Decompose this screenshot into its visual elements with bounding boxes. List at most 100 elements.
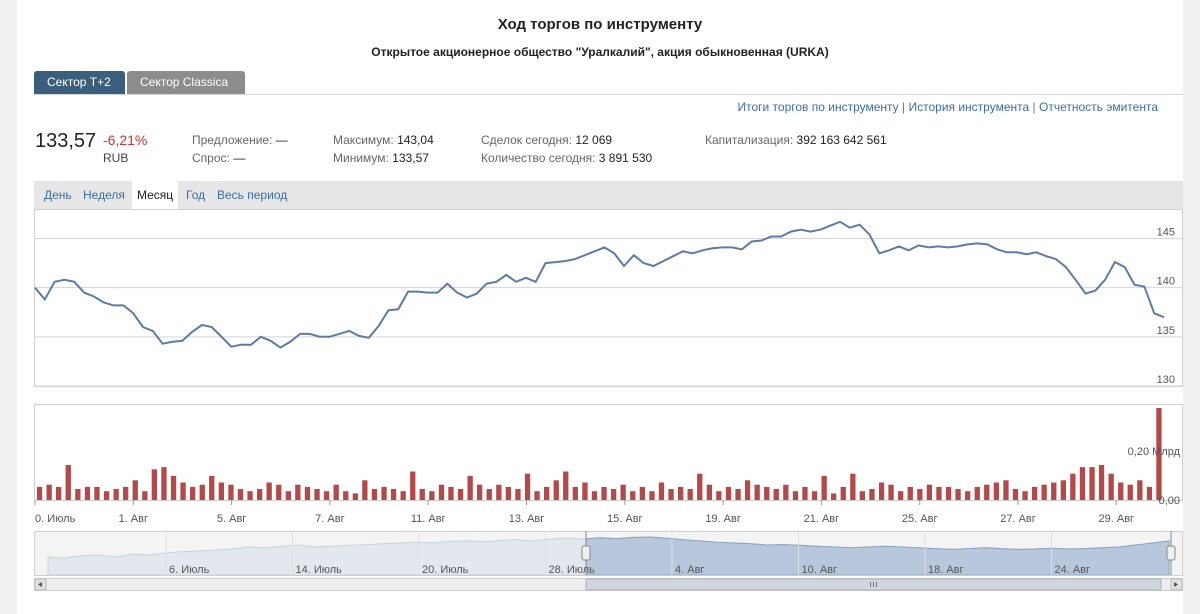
volume-bar bbox=[515, 489, 521, 500]
volume-bar bbox=[266, 482, 272, 500]
currency-label: RUB bbox=[103, 151, 129, 165]
tab-sector-t2[interactable]: Сектор Т+2 bbox=[34, 71, 125, 94]
volume-bar bbox=[410, 471, 416, 500]
volume-bar bbox=[285, 491, 291, 500]
volume-bar bbox=[180, 482, 186, 500]
link-issuer-reports[interactable]: Отчетность эмитента bbox=[1038, 100, 1158, 114]
navigator-left-handle[interactable] bbox=[581, 531, 591, 575]
offer-stat: Предложение: — bbox=[192, 133, 288, 147]
volume-bar bbox=[467, 475, 473, 500]
volume-bar bbox=[649, 491, 655, 500]
price-series-line bbox=[34, 220, 1165, 349]
volume-bar bbox=[314, 489, 320, 500]
volume-bar bbox=[1060, 480, 1066, 500]
link-separator: | bbox=[1032, 100, 1036, 114]
volume-bar bbox=[438, 484, 445, 500]
period-week[interactable]: Неделя bbox=[83, 188, 125, 202]
deals-label: Сделок сегодня: bbox=[481, 133, 572, 147]
period-year[interactable]: Год bbox=[186, 188, 206, 202]
volume-bar bbox=[630, 491, 636, 500]
navigator-handle-grip bbox=[1166, 545, 1176, 561]
capitalization-value: 392 163 642 561 bbox=[796, 133, 887, 147]
volume-bar bbox=[56, 486, 62, 500]
x-tick-label: 5. Авг bbox=[217, 513, 246, 525]
volume-bar bbox=[257, 489, 263, 500]
volume-bar bbox=[247, 491, 253, 500]
volume-bar bbox=[94, 486, 100, 500]
volume-bar bbox=[639, 486, 645, 500]
volume-bar bbox=[965, 491, 971, 500]
volume-bar bbox=[984, 484, 990, 500]
price-tick-label: 140 bbox=[1157, 276, 1175, 288]
volume-bar bbox=[1012, 489, 1019, 500]
volume-bar bbox=[496, 484, 502, 500]
volume-bar bbox=[850, 473, 856, 500]
volume-bar bbox=[678, 486, 684, 500]
x-tick-label: 7. Авг bbox=[315, 513, 344, 525]
period-day[interactable]: День bbox=[44, 188, 72, 202]
volume-bar bbox=[1032, 486, 1038, 500]
quantity-stat: Количество сегодня: 3 891 530 bbox=[481, 151, 652, 165]
x-tick-label: 25. Авг bbox=[902, 513, 938, 525]
volume-bar bbox=[371, 489, 378, 500]
navigator-right-handle[interactable] bbox=[1166, 531, 1176, 575]
volume-bar bbox=[917, 489, 923, 500]
period-all[interactable]: Весь период bbox=[217, 188, 288, 202]
offer-label: Предложение: bbox=[192, 133, 273, 147]
volume-tick-label: 0,00 bbox=[1159, 495, 1180, 507]
volume-bar bbox=[878, 482, 885, 500]
volume-bar bbox=[840, 486, 846, 500]
volume-bar bbox=[170, 475, 177, 500]
volume-bar bbox=[744, 480, 751, 500]
volume-bar bbox=[802, 486, 808, 500]
volume-bar bbox=[572, 486, 578, 500]
page-subtitle: Открытое акционерное общество "Уралкалий… bbox=[371, 45, 829, 59]
deals-stat: Сделок сегодня: 12 069 bbox=[481, 133, 612, 147]
volume-bar bbox=[773, 489, 779, 500]
page-container: Ход торгов по инструменту Открытое акцио… bbox=[17, 0, 1183, 614]
volume-bar bbox=[333, 484, 339, 500]
volume-bar bbox=[304, 486, 311, 500]
navigator-tick-label: 14. Июль bbox=[296, 564, 343, 576]
volume-bar bbox=[400, 491, 406, 500]
volume-bar bbox=[448, 486, 454, 500]
volume-bar bbox=[381, 486, 387, 500]
volume-bar bbox=[228, 484, 234, 500]
link-trading-results[interactable]: Итоги торгов по инструменту bbox=[737, 100, 899, 114]
last-price: 133,57 bbox=[35, 130, 97, 152]
price-tick-label: 135 bbox=[1157, 325, 1175, 337]
volume-bar bbox=[792, 491, 799, 500]
scroll-right-icon bbox=[1174, 582, 1178, 587]
volume-bar bbox=[582, 482, 588, 500]
volume-bar bbox=[534, 491, 540, 500]
x-tick-label: 1. Авг bbox=[119, 513, 148, 525]
bid-label: Спрос: bbox=[192, 151, 230, 165]
volume-bar bbox=[1137, 480, 1143, 500]
volume-bar bbox=[697, 473, 703, 500]
tab-divider bbox=[34, 94, 1183, 95]
volume-bar bbox=[486, 489, 492, 500]
tab-sector-classica[interactable]: Сектор Classica bbox=[127, 71, 245, 94]
x-tick-label: 19. Авг bbox=[705, 513, 741, 525]
navigator-tick-label: 10. Авг bbox=[802, 564, 838, 576]
volume-bar bbox=[811, 491, 818, 500]
volume-bar bbox=[563, 471, 569, 500]
link-instrument-history[interactable]: История инструмента bbox=[908, 100, 1030, 114]
volume-bar bbox=[237, 489, 244, 500]
volume-bar bbox=[113, 489, 119, 500]
volume-bar bbox=[524, 473, 531, 500]
volume-bar bbox=[218, 482, 224, 500]
volume-bar bbox=[898, 491, 904, 500]
x-tick-label: 15. Авг bbox=[607, 513, 643, 525]
volume-bar bbox=[199, 484, 205, 500]
volume-tick-label: 0,20 Млрд bbox=[1128, 446, 1181, 458]
period-month[interactable]: Месяц bbox=[132, 181, 179, 209]
volume-bar bbox=[505, 486, 511, 500]
volume-bar bbox=[869, 489, 875, 500]
volume-bar bbox=[725, 486, 732, 500]
volume-bar bbox=[457, 489, 464, 500]
volume-bar bbox=[132, 480, 138, 500]
offer-value: — bbox=[275, 133, 288, 147]
navigator-area-selected bbox=[586, 536, 1170, 575]
navigator-tick-label: 4. Авг bbox=[675, 564, 704, 576]
